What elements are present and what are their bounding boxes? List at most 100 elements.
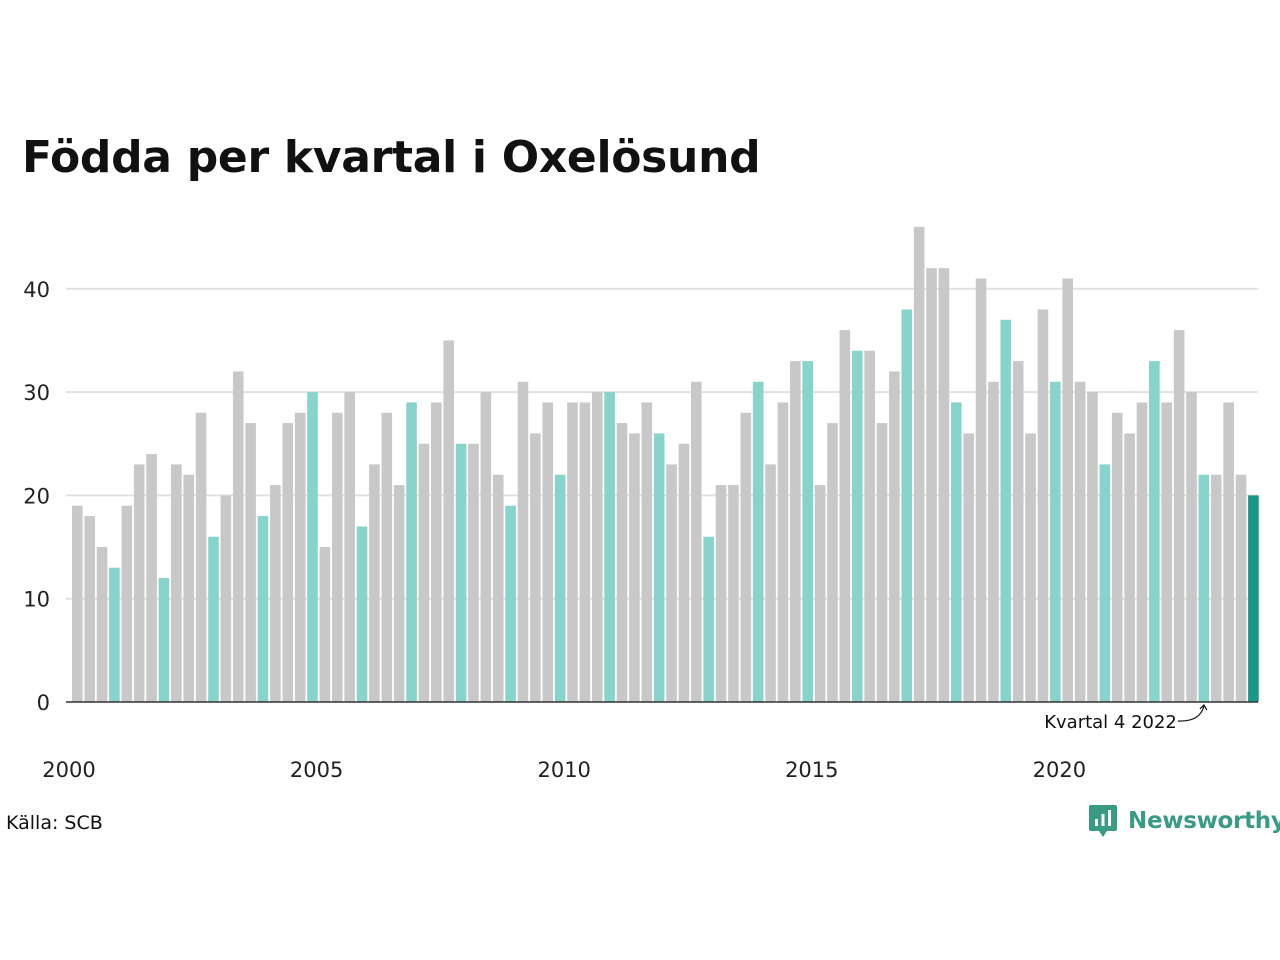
bar-2006-Q1 <box>369 464 380 702</box>
bar-2017-Q4 <box>950 402 962 702</box>
chart-title: Födda per kvartal i Oxelösund <box>22 132 761 183</box>
bar-2011-Q2 <box>629 433 640 702</box>
bar-2019-Q4 <box>1050 381 1061 702</box>
bar-2020-Q4 <box>1099 464 1111 702</box>
bar-2005-Q4 <box>356 526 368 702</box>
y-tick-label: 40 <box>23 278 50 302</box>
bar-2012-Q4 <box>703 536 714 702</box>
bar-2002-Q3 <box>195 412 207 702</box>
bar-2003-Q3 <box>245 423 256 702</box>
brand-name: Newsworthy <box>1128 808 1280 834</box>
bar-2009-Q3 <box>542 402 554 702</box>
bar-2009-Q1 <box>517 381 529 702</box>
bar-2010-Q1 <box>567 402 578 702</box>
bars <box>72 226 1259 702</box>
bar-2002-Q1 <box>171 464 182 702</box>
bar-2000-Q2 <box>84 516 95 702</box>
bar-2000-Q1 <box>72 505 83 702</box>
bar-2018-Q1 <box>963 433 974 702</box>
bar-2008-Q2 <box>480 392 492 702</box>
bar-2021-Q3 <box>1136 402 1148 702</box>
y-tick-label: 30 <box>23 381 50 405</box>
bar-2018-Q2 <box>975 278 987 702</box>
bar-2007-Q4 <box>455 443 467 702</box>
x-axis-labels: 2000 2005 2010 2015 2020 <box>42 758 1086 782</box>
bar-2004-Q4 <box>307 392 318 702</box>
bar-2010-Q4 <box>604 392 615 702</box>
newsworthy-icon <box>1089 805 1117 837</box>
bar-2021-Q2 <box>1124 433 1135 702</box>
bar-2008-Q1 <box>468 443 479 702</box>
bar-2011-Q3 <box>641 402 653 702</box>
bar-2008-Q3 <box>492 474 504 702</box>
bar-2020-Q3 <box>1087 392 1098 702</box>
bar-2017-Q2 <box>926 268 937 702</box>
y-tick-label: 20 <box>23 484 50 508</box>
bar-2012-Q2 <box>678 443 690 702</box>
bar-2002-Q2 <box>183 474 195 702</box>
x-tick-label: 2000 <box>42 758 95 782</box>
bar-2012-Q3 <box>691 381 702 702</box>
bar-2021-Q4 <box>1149 361 1160 702</box>
bar-2004-Q2 <box>282 423 294 702</box>
bar-2015-Q1 <box>814 485 826 702</box>
y-tick-label: 10 <box>23 588 50 612</box>
bar-2005-Q3 <box>344 392 355 702</box>
bar-2000-Q3 <box>96 547 108 702</box>
bar-2007-Q2 <box>431 402 442 702</box>
bar-2005-Q2 <box>331 412 343 702</box>
bar-2004-Q3 <box>294 412 306 702</box>
bar-2014-Q3 <box>790 361 801 702</box>
bar-2010-Q2 <box>579 402 591 702</box>
newsworthy-logo: Newsworthy <box>1088 804 1280 838</box>
bar-2019-Q3 <box>1037 309 1049 702</box>
x-tick-label: 2005 <box>290 758 343 782</box>
bar-2001-Q3 <box>146 454 157 702</box>
bar-2013-Q1 <box>715 485 727 702</box>
bar-2023-Q2 <box>1223 402 1234 702</box>
bar-2019-Q2 <box>1025 433 1036 702</box>
bar-2014-Q1 <box>765 464 776 702</box>
y-tick-label: 0 <box>37 691 50 715</box>
bar-2006-Q3 <box>393 485 405 702</box>
bar-2016-Q2 <box>876 423 888 702</box>
bar-2014-Q4 <box>802 361 814 702</box>
bar-2013-Q2 <box>728 485 739 702</box>
bar-2018-Q4 <box>1000 319 1012 702</box>
x-tick-label: 2015 <box>785 758 838 782</box>
bar-2022-Q4 <box>1198 474 1210 702</box>
bar-2003-Q4 <box>257 516 269 702</box>
bar-2016-Q1 <box>864 350 875 702</box>
bar-2018-Q3 <box>988 381 999 702</box>
x-tick-label: 2010 <box>537 758 590 782</box>
bar-2008-Q4 <box>505 505 516 702</box>
bar-2003-Q1 <box>220 495 232 702</box>
bar-2011-Q1 <box>616 423 628 702</box>
bar-2022-Q2 <box>1173 330 1185 702</box>
bar-2019-Q1 <box>1012 361 1024 702</box>
bar-2006-Q2 <box>381 412 393 702</box>
annotation: Kvartal 4 2022 <box>1044 704 1208 733</box>
bar-2001-Q4 <box>158 578 170 702</box>
bar-2016-Q3 <box>889 371 900 702</box>
bar-2001-Q1 <box>121 505 133 702</box>
x-tick-label: 2020 <box>1033 758 1086 782</box>
bar-2016-Q4 <box>901 309 913 702</box>
y-axis-labels: 0 10 20 30 40 <box>23 278 50 715</box>
bar-2020-Q1 <box>1062 278 1073 702</box>
bar-2000-Q4 <box>109 567 120 702</box>
bar-2017-Q3 <box>938 268 950 702</box>
bar-2015-Q4 <box>851 350 863 702</box>
bar-2014-Q2 <box>777 402 789 702</box>
bar-2023-Q3 <box>1235 474 1247 702</box>
bar-2015-Q2 <box>827 423 838 702</box>
annotation-label: Kvartal 4 2022 <box>1044 712 1177 733</box>
bar-2006-Q4 <box>406 402 417 702</box>
bar-2009-Q2 <box>530 433 541 702</box>
bar-2012-Q1 <box>666 464 677 702</box>
bar-2021-Q1 <box>1111 412 1123 702</box>
bar-2013-Q3 <box>740 412 752 702</box>
bar-2023-Q1 <box>1210 474 1222 702</box>
bar-2017-Q1 <box>913 226 925 702</box>
bar-2020-Q2 <box>1074 381 1086 702</box>
